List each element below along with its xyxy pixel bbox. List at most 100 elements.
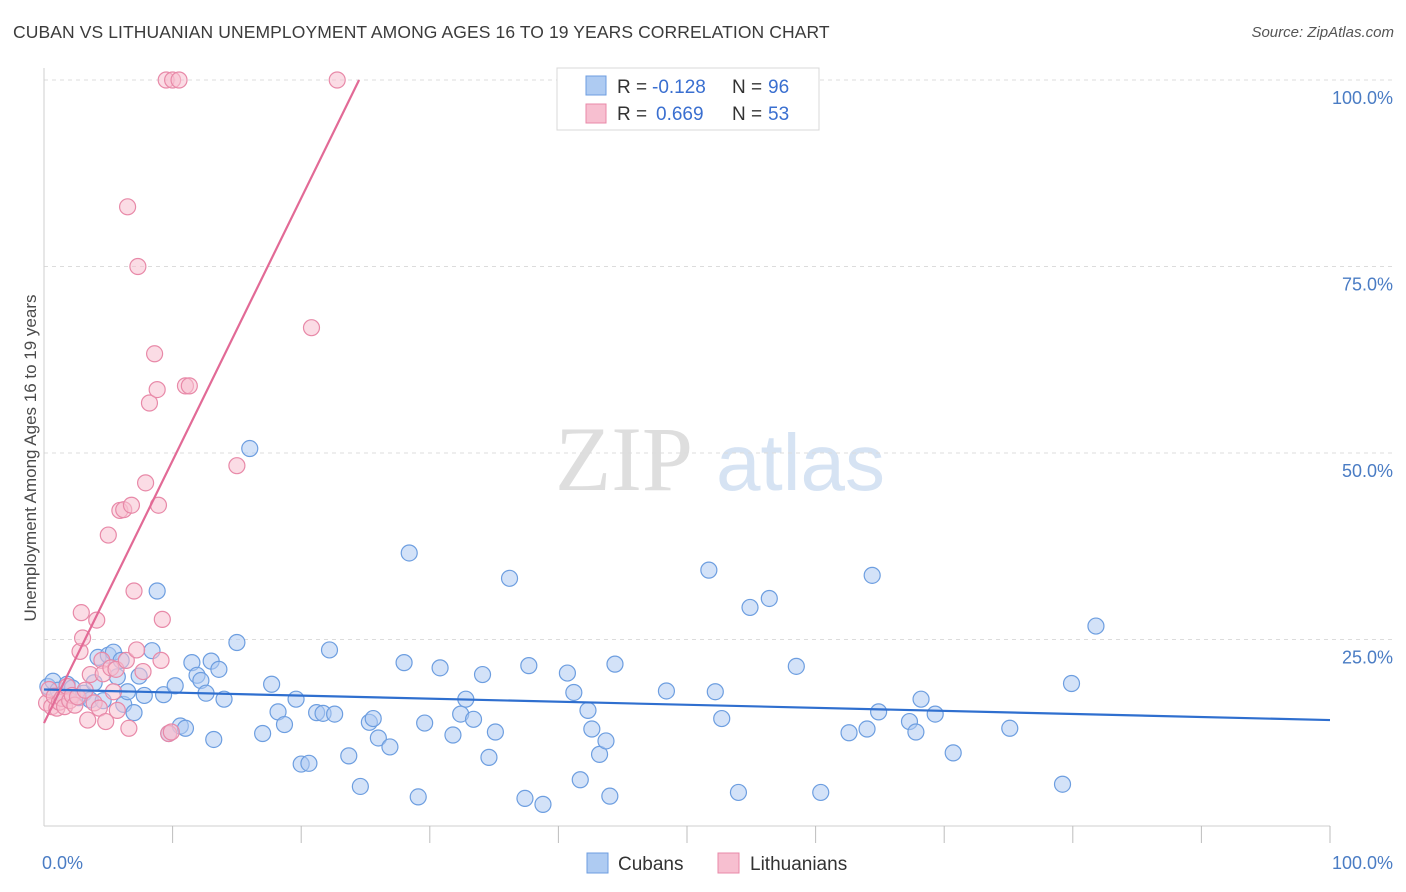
axes bbox=[43, 68, 1331, 843]
cuban-point-83 bbox=[713, 709, 731, 728]
legend: R = -0.128 N = 96 R = 0.669 N = 53 bbox=[556, 67, 820, 131]
cuban-point-99 bbox=[1053, 775, 1072, 793]
bottom-legend-swatch-cubans bbox=[586, 852, 609, 874]
cuban-point-98 bbox=[1001, 719, 1019, 737]
cuban-point-47 bbox=[320, 641, 339, 659]
y-tick-label-25: 25.0% bbox=[1342, 648, 1393, 668]
legend-r-value-cubans: -0.128 bbox=[652, 77, 706, 98]
cuban-point-36 bbox=[228, 633, 246, 652]
x-tick-label-max: 100.0% bbox=[1332, 853, 1393, 873]
trend-lines bbox=[43, 79, 1331, 724]
cuban-point-38 bbox=[254, 724, 272, 743]
lithuanian-point-49 bbox=[162, 723, 180, 741]
cuban-point-80 bbox=[657, 682, 676, 700]
cuban-point-50 bbox=[351, 777, 369, 796]
lithuanian-point-25 bbox=[99, 526, 117, 544]
legend-swatch-cubans bbox=[585, 75, 607, 96]
cubans-trend-line bbox=[43, 688, 1331, 722]
cuban-point-37 bbox=[241, 439, 259, 458]
cuban-point-27 bbox=[176, 719, 195, 737]
cuban-point-87 bbox=[787, 657, 805, 675]
lithuanian-point-32 bbox=[117, 651, 135, 669]
cuban-point-41 bbox=[275, 715, 294, 734]
y-axis-label: Unemployment Among Ages 16 to 19 years bbox=[21, 295, 40, 622]
cuban-point-55 bbox=[395, 654, 413, 672]
cuban-point-91 bbox=[863, 566, 881, 584]
cuban-point-35 bbox=[215, 690, 233, 708]
cuban-point-69 bbox=[520, 657, 538, 675]
legend-r-label-cubans: R = bbox=[617, 77, 647, 98]
legend-r-value-lithuanians: 0.669 bbox=[656, 104, 704, 125]
cuban-point-92 bbox=[870, 703, 888, 721]
lithuanians-trend-line bbox=[43, 79, 361, 724]
cuban-point-100 bbox=[1062, 674, 1081, 693]
cuban-point-42 bbox=[287, 690, 305, 708]
bottom-legend-label-cubans: Cubans bbox=[618, 854, 684, 875]
cuban-point-74 bbox=[579, 701, 597, 719]
cuban-point-22 bbox=[148, 582, 166, 600]
cuban-point-63 bbox=[464, 710, 483, 728]
cuban-point-54 bbox=[381, 738, 399, 756]
cuban-point-57 bbox=[409, 788, 427, 806]
legend-n-value-cubans: 96 bbox=[768, 77, 789, 98]
lithuanian-point-24 bbox=[97, 712, 115, 731]
cuban-point-86 bbox=[760, 589, 778, 608]
cuban-point-96 bbox=[926, 705, 944, 723]
lithuanian-point-38 bbox=[129, 257, 147, 276]
cuban-point-58 bbox=[416, 714, 434, 732]
legend-n-label-lithuanians: N = bbox=[732, 104, 762, 125]
lithuanian-point-41 bbox=[140, 394, 159, 412]
lithuanian-point-53 bbox=[180, 377, 198, 395]
lithuanian-point-35 bbox=[122, 496, 141, 514]
lithuanian-point-33 bbox=[118, 198, 137, 216]
lithuanian-point-43 bbox=[148, 380, 166, 399]
cuban-point-44 bbox=[300, 754, 318, 772]
lithuanian-point-42 bbox=[145, 345, 164, 363]
cuban-point-20 bbox=[135, 686, 153, 705]
cuban-point-53 bbox=[369, 729, 387, 747]
lithuanian-point-17 bbox=[79, 711, 97, 729]
watermark-zip: ZIP bbox=[555, 408, 693, 510]
lithuanian-point-36 bbox=[125, 582, 143, 600]
cuban-point-85 bbox=[741, 598, 759, 617]
cuban-point-39 bbox=[263, 675, 281, 693]
cuban-point-48 bbox=[326, 705, 344, 723]
bottom-legend-swatch-lithuanians bbox=[717, 852, 740, 874]
y-tick-label-50: 50.0% bbox=[1342, 461, 1393, 481]
cuban-point-56 bbox=[400, 544, 418, 562]
source-label: Source: ZipAtlas.com bbox=[1251, 24, 1394, 41]
cuban-point-66 bbox=[486, 723, 504, 741]
lithuanians-points bbox=[37, 71, 346, 743]
cuban-point-75 bbox=[583, 720, 601, 738]
y-tick-label-100: 100.0% bbox=[1332, 88, 1393, 108]
lithuanian-point-37 bbox=[127, 641, 146, 659]
legend-swatch-lithuanians bbox=[585, 103, 607, 124]
cuban-point-72 bbox=[565, 683, 583, 702]
cuban-point-77 bbox=[597, 732, 615, 750]
cuban-point-33 bbox=[205, 730, 223, 749]
legend-r-label-lithuanians: R = bbox=[617, 104, 647, 125]
watermark-atlas: atlas bbox=[716, 418, 885, 507]
y-tick-label-75: 75.0% bbox=[1342, 275, 1393, 295]
lithuanian-point-51 bbox=[170, 71, 188, 89]
lithuanian-point-45 bbox=[152, 651, 170, 669]
gridlines bbox=[44, 79, 1395, 640]
lithuanian-point-29 bbox=[108, 701, 126, 719]
cuban-point-59 bbox=[431, 659, 449, 677]
lithuanian-point-39 bbox=[134, 662, 152, 681]
cuban-point-25 bbox=[166, 677, 184, 695]
cuban-point-68 bbox=[516, 789, 534, 807]
lithuanian-point-55 bbox=[302, 319, 321, 337]
cuban-point-67 bbox=[500, 569, 519, 587]
cuban-point-94 bbox=[907, 723, 925, 741]
cuban-point-64 bbox=[473, 665, 492, 684]
cuban-point-52 bbox=[364, 709, 382, 728]
cuban-point-73 bbox=[571, 771, 589, 789]
cuban-point-82 bbox=[706, 683, 724, 701]
cuban-point-81 bbox=[700, 561, 718, 579]
x-tick-label-min: 0.0% bbox=[42, 853, 83, 873]
cuban-point-88 bbox=[812, 783, 830, 802]
cuban-point-70 bbox=[534, 795, 552, 813]
lithuanian-point-40 bbox=[136, 474, 155, 492]
